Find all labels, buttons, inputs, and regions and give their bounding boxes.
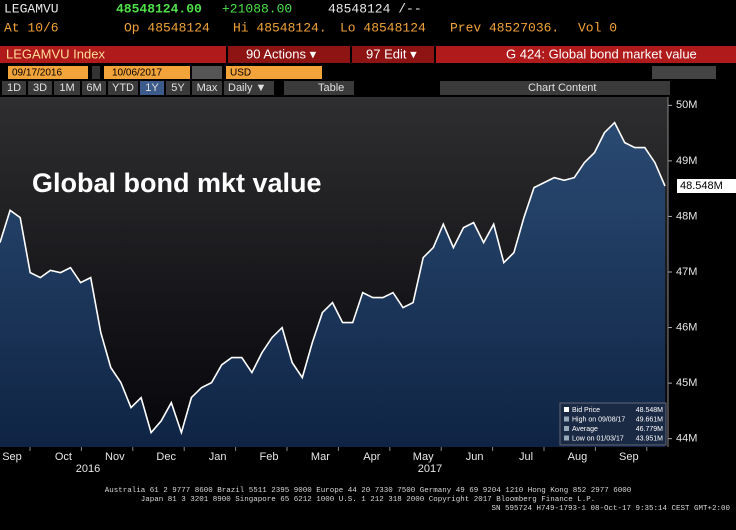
legend-swatch: [564, 435, 569, 441]
page-bar: [436, 46, 736, 63]
y-tick-label: 48M: [676, 210, 697, 222]
legend-swatch: [564, 416, 569, 422]
chart-title: Global bond mkt value: [32, 168, 322, 198]
legend-value: 43.951M: [636, 435, 663, 442]
period-label: 5Y: [171, 82, 185, 94]
ticker: LEGAMVU: [4, 1, 59, 16]
high: Hi 48548124.: [233, 20, 327, 35]
x-tick-label: Dec: [156, 451, 176, 463]
volume: Vol 0: [578, 20, 617, 35]
end-date-input[interactable]: [104, 66, 190, 79]
table: Table: [318, 82, 344, 94]
period-label: 1D: [7, 82, 21, 94]
y-tick-label: 44M: [676, 433, 697, 445]
footer: Australia 61 2 9777 8600 Brazil 5511 239…: [105, 487, 731, 513]
security: LEGAMVU Index: [6, 46, 105, 61]
prev: Prev 48527036.: [450, 20, 559, 35]
period-label: YTD: [112, 82, 134, 94]
end-date: 10/06/2017: [112, 68, 162, 79]
x-tick-label: Jun: [466, 451, 484, 463]
back-button[interactable]: [652, 66, 716, 79]
period-button[interactable]: [166, 81, 190, 95]
last-price-label: 48.548M: [680, 180, 723, 192]
currency-input[interactable]: [226, 66, 322, 79]
at-time: At 10/6: [4, 20, 59, 35]
currency: USD: [230, 68, 251, 79]
last-price: 48548124.00: [116, 1, 202, 16]
footer-line: SN 595724 H749-1793-1 08-Oct-17 9:35:14 …: [491, 505, 730, 513]
period-button[interactable]: [2, 81, 26, 95]
legend-label: Bid Price: [572, 407, 600, 414]
period-buttons: 1D 3D 1M 6M YTD 1Y 5Y Max: [2, 81, 222, 95]
year-label: 2016: [76, 463, 100, 475]
open: Op 48548124: [124, 20, 210, 35]
legend-value: 48.548M: [636, 407, 663, 414]
price-line: [0, 121, 666, 436]
footer-line: Australia 61 2 9777 8600 Brazil 5511 239…: [105, 487, 632, 495]
period-button[interactable]: [82, 81, 106, 95]
period-button[interactable]: [108, 81, 138, 95]
period-label: 1Y: [145, 82, 159, 94]
last-price-tag: [677, 179, 736, 193]
footer-line: Japan 81 3 3201 8900 Singapore 65 6212 1…: [141, 496, 596, 504]
x-tick-label: Aug: [568, 451, 588, 463]
x-tick-label: Feb: [260, 451, 279, 463]
start-date: 09/17/2016: [12, 68, 62, 79]
legend-value: 46.779M: [636, 426, 663, 433]
legend-label: Average: [572, 426, 598, 433]
y-tick-label: 49M: [676, 155, 697, 167]
y-tick-label: 45M: [676, 377, 697, 389]
date-separator: [92, 66, 100, 79]
y-tick-label: 47M: [676, 266, 697, 278]
page-title: G 424: Global bond market value: [506, 46, 697, 61]
legend-box: [559, 402, 667, 446]
x-tick-label: Sep: [2, 451, 22, 463]
period-label: Max: [197, 82, 218, 94]
change: +21088.00: [222, 1, 292, 16]
y-tick-label: 46M: [676, 321, 697, 333]
edit-menu[interactable]: [352, 46, 434, 63]
period-label: 6M: [86, 82, 101, 94]
chart-content: Chart Content: [528, 82, 596, 94]
frequency-select[interactable]: [224, 81, 274, 95]
x-tick-label: Oct: [55, 451, 72, 463]
table-button[interactable]: [284, 81, 354, 95]
period-label: 3D: [33, 82, 47, 94]
x-tick-label: May: [413, 451, 434, 463]
actions-menu[interactable]: [228, 46, 350, 63]
x-tick-label: Jan: [209, 451, 227, 463]
period-button[interactable]: [54, 81, 80, 95]
x-tick-label: Nov: [105, 451, 125, 463]
year-label: 2017: [418, 463, 442, 475]
x-tick-label: Mar: [311, 451, 330, 463]
legend-value: 49.661M: [636, 416, 663, 423]
frequency: Daily ▼: [228, 82, 266, 94]
period-button[interactable]: [140, 81, 164, 95]
security-bar[interactable]: [0, 46, 226, 63]
low: Lo 48548124: [340, 20, 426, 35]
legend-label: High on 09/08/17: [572, 416, 625, 423]
y-tick-label: 50M: [676, 99, 697, 111]
start-date-input[interactable]: [8, 66, 88, 79]
x-tick-label: Apr: [363, 451, 380, 463]
actions[interactable]: 90 Actions ▾: [246, 46, 317, 61]
legend-label: Low on 01/03/17: [572, 435, 624, 442]
date-arrows[interactable]: [192, 66, 222, 79]
legend-swatch: [564, 407, 569, 412]
plot: 44M 45M 46M 47M 48M 49M 50M 48.548M Sep Oct Nov Dec…: [0, 99, 736, 475]
bid-ask: 48548124 /--: [328, 1, 422, 16]
period-label: 1M: [59, 82, 74, 94]
period-button[interactable]: [28, 81, 52, 95]
legend-swatch: [564, 426, 569, 431]
period-button[interactable]: [192, 81, 222, 95]
x-tick-label: Jul: [519, 451, 533, 463]
chart-content-bar[interactable]: [440, 81, 670, 95]
x-tick-label: Sep: [619, 451, 639, 463]
area-fill: [0, 122, 665, 447]
edit[interactable]: 97 Edit ▾: [366, 46, 417, 61]
